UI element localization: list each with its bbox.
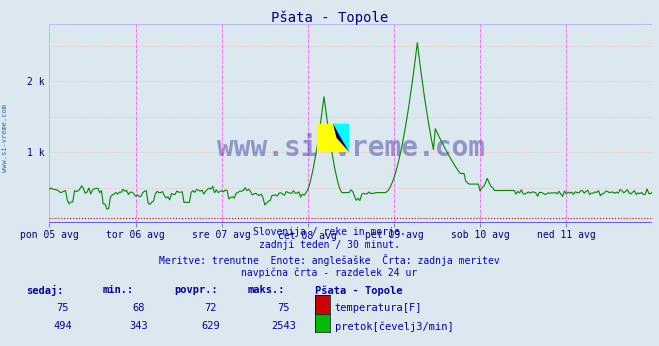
Text: 2543: 2543 — [271, 321, 296, 331]
Text: Slovenija / reke in morje.: Slovenija / reke in morje. — [253, 227, 406, 237]
Text: 629: 629 — [202, 321, 220, 331]
Text: maks.:: maks.: — [247, 285, 285, 295]
Text: navpična črta - razdelek 24 ur: navpična črta - razdelek 24 ur — [241, 267, 418, 277]
Text: 343: 343 — [129, 321, 148, 331]
Text: www.si-vreme.com: www.si-vreme.com — [2, 104, 9, 172]
Text: min.:: min.: — [102, 285, 133, 295]
Text: zadnji teden / 30 minut.: zadnji teden / 30 minut. — [259, 240, 400, 251]
Text: 494: 494 — [53, 321, 72, 331]
Text: Pšata - Topole: Pšata - Topole — [271, 10, 388, 25]
Text: temperatura[F]: temperatura[F] — [335, 303, 422, 313]
Text: 75: 75 — [57, 303, 69, 313]
Text: 75: 75 — [277, 303, 289, 313]
Text: 68: 68 — [132, 303, 144, 313]
Text: povpr.:: povpr.: — [175, 285, 218, 295]
Text: sedaj:: sedaj: — [26, 285, 64, 297]
Text: Pšata - Topole: Pšata - Topole — [315, 285, 403, 296]
Text: Meritve: trenutne  Enote: anglešaške  Črta: zadnja meritev: Meritve: trenutne Enote: anglešaške Črta… — [159, 254, 500, 266]
Text: pretok[čevelj3/min]: pretok[čevelj3/min] — [335, 321, 453, 331]
Polygon shape — [333, 124, 349, 152]
Polygon shape — [333, 124, 349, 152]
Text: 72: 72 — [205, 303, 217, 313]
Text: www.si-vreme.com: www.si-vreme.com — [217, 134, 485, 162]
Polygon shape — [317, 124, 349, 152]
